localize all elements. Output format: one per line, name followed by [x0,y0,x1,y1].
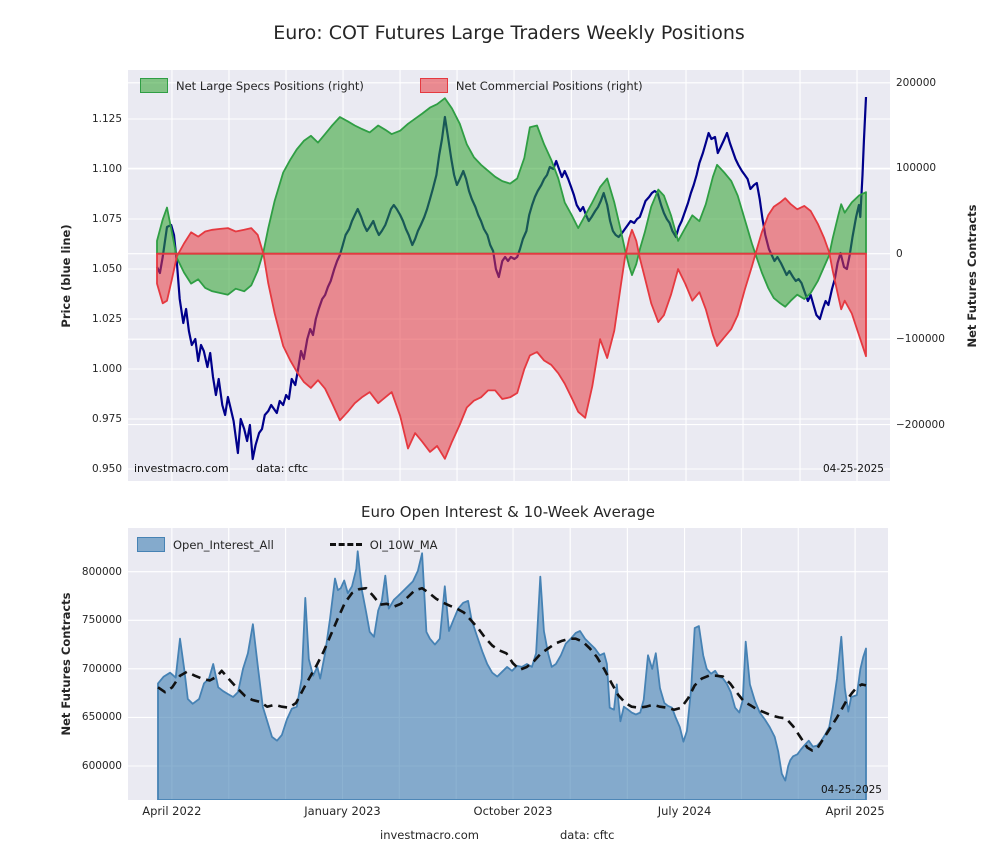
chart2-legend: Open_Interest_All OI_10W_MA [137,537,438,552]
chart2-canvas [128,528,888,800]
open-interest-swatch-icon [137,537,165,552]
chart1-watermark: investmacro.com [134,462,229,475]
footer-source: data: cftc [560,828,615,842]
chart1-left-axis-label: Price (blue line) [59,224,73,328]
x-tick-label: April 2022 [142,804,202,818]
legend-item-commercials: Net Commercial Positions (right) [419,78,643,93]
y-tick-label: −100000 [896,333,945,346]
y-tick-label: 0 [896,247,903,260]
legend-item-ma: OI_10W_MA [329,537,438,552]
chart2-title: Euro Open Interest & 10-Week Average [361,503,655,521]
chart2-plot-area: Open_Interest_All OI_10W_MA 04-25-2025 [128,528,888,800]
legend-commercials-label: Net Commercial Positions (right) [455,78,643,93]
legend-ma-label: OI_10W_MA [369,537,438,552]
y-tick-label: 600000 [81,760,122,772]
legend-item-specs: Net Large Specs Positions (right) [140,78,364,93]
ma-dash-icon [329,543,362,546]
y-tick-label: 1.075 [91,213,122,225]
y-tick-label: 1.100 [91,163,122,175]
chart1-canvas [128,70,890,481]
y-tick-label: 1.050 [91,263,122,275]
chart1-title: Euro: COT Futures Large Traders Weekly P… [273,22,745,44]
y-tick-label: 0.950 [91,463,122,475]
legend-specs-label: Net Large Specs Positions (right) [176,78,364,93]
y-tick-label: 1.125 [91,113,122,125]
open-interest-area [157,550,867,800]
legend-open-interest-label: Open_Interest_All [173,537,274,552]
specs-swatch-icon [140,78,168,93]
footer-watermark: investmacro.com [380,828,479,842]
x-tick-label: April 2025 [825,804,885,818]
y-tick-label: 750000 [81,614,122,627]
y-tick-label: 1.000 [91,363,122,375]
chart1-date: 04-25-2025 [822,463,884,475]
y-tick-label: 100000 [896,162,937,175]
chart1-plot-area: Net Large Specs Positions (right) Net Co… [128,70,890,481]
x-tick-label: October 2023 [473,804,553,818]
y-tick-label: 650000 [81,711,122,724]
commercials-area [156,197,867,460]
y-tick-label: 700000 [81,662,122,675]
y-tick-label: 800000 [81,565,122,578]
x-tick-label: January 2023 [304,804,381,818]
commercials-swatch-icon [419,78,448,93]
chart2-date: 04-25-2025 [820,784,882,796]
chart2-left-axis-label: Net Futures Contracts [59,592,73,736]
y-tick-label: 0.975 [91,413,122,425]
chart1-right-axis-label: Net Futures Contracts [965,204,979,348]
legend-item-open-interest: Open_Interest_All [137,537,274,552]
chart1-legend: Net Large Specs Positions (right) Net Co… [140,78,643,93]
ma-line [157,586,867,752]
y-tick-label: 1.025 [91,313,122,325]
x-tick-label: July 2024 [657,804,712,818]
y-tick-label: 200000 [896,76,937,89]
specs-area [156,97,867,308]
y-tick-label: −200000 [896,418,945,431]
chart1-source: data: cftc [256,462,309,475]
